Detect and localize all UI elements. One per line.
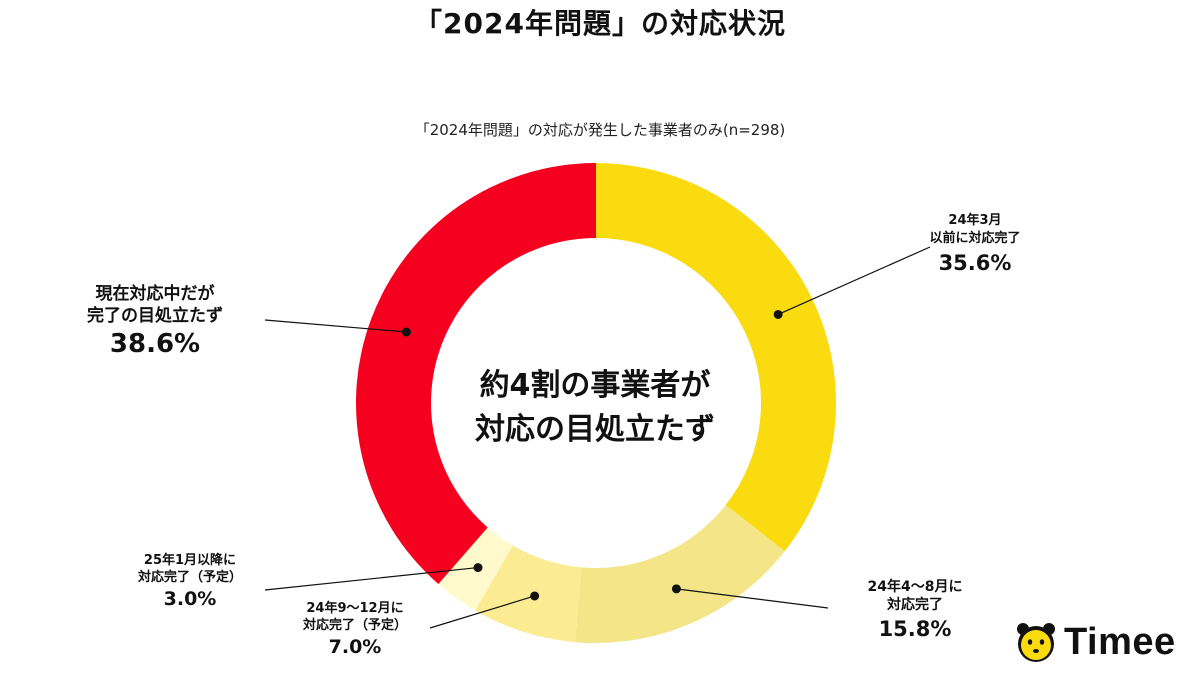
leader-line-completed-by-mar-2024: [777, 246, 931, 316]
logo-wordmark: Timee: [1064, 620, 1176, 663]
slice-category-line: 現在対応中だが: [95, 284, 215, 304]
slice-category-line: 対応完了（予定）: [302, 618, 407, 633]
leader-dot-in-progress-no-outlook: [401, 327, 411, 337]
timee-logo: Timee: [1014, 620, 1176, 664]
timee-mascot-icon: [1017, 623, 1055, 662]
slice-category-line: 24年3月: [948, 213, 1002, 228]
donut-slice-completed-by-mar-2024: [596, 163, 837, 552]
center-message-line-1: 約4割の事業者が: [479, 368, 711, 403]
slice-label-planned-sep-dec-2024: 24年9〜12月に 対応完了（予定） 7.0%: [280, 600, 430, 661]
slice-label-completed-by-mar-2024: 24年3月 以前に対応完了 35.6%: [910, 212, 1040, 278]
slice-value: 38.6%: [109, 329, 201, 359]
slice-value: 7.0%: [328, 636, 382, 658]
center-message: 約4割の事業者が 対応の目処立たず: [445, 364, 745, 452]
leader-dot-planned-sep-dec-2024: [530, 591, 540, 601]
slice-category-line: 完了の目処立たず: [87, 306, 223, 326]
leader-line-planned-sep-dec-2024: [429, 595, 535, 629]
slice-category-line: 25年1月以降に: [143, 553, 237, 568]
slice-label-in-progress-no-outlook: 現在対応中だが 完了の目処立たず 38.6%: [55, 283, 255, 361]
leader-line-in-progress-no-outlook: [264, 319, 407, 333]
slice-category-line: 以前に対応完了: [929, 231, 1021, 246]
slice-category-line: 対応完了（予定）: [137, 570, 242, 585]
leader-line-planned-jan-2025-or-later: [264, 566, 479, 591]
slice-category-line: 対応完了: [887, 597, 943, 613]
donut-slice-completed-apr-aug-2024: [574, 504, 785, 643]
slice-category-line: 24年9〜12月に: [306, 601, 404, 616]
leader-dot-completed-apr-aug-2024: [671, 584, 681, 594]
slice-value: 35.6%: [938, 251, 1012, 275]
center-message-line-2: 対応の目処立たず: [475, 412, 715, 447]
chart-subtitle: 「2024年問題」の対応が発生した事業者のみ(n=298): [414, 121, 786, 139]
slice-value: 3.0%: [163, 588, 217, 610]
leader-line-completed-apr-aug-2024: [676, 588, 829, 609]
slice-label-completed-apr-aug-2024: 24年4〜8月に 対応完了 15.8%: [840, 578, 990, 644]
donut-slice-planned-sep-dec-2024: [475, 545, 582, 643]
leader-dot-planned-jan-2025-or-later: [473, 563, 483, 573]
slice-value: 15.8%: [878, 617, 952, 641]
donut-slice-in-progress-no-outlook: [356, 163, 596, 585]
slice-category-line: 24年4〜8月に: [867, 579, 963, 595]
leader-dot-completed-by-mar-2024: [773, 309, 783, 319]
chart-title: 「2024年問題」の対応状況: [414, 7, 786, 40]
slice-label-planned-jan-2025-or-later: 25年1月以降に 対応完了（予定） 3.0%: [115, 552, 265, 613]
